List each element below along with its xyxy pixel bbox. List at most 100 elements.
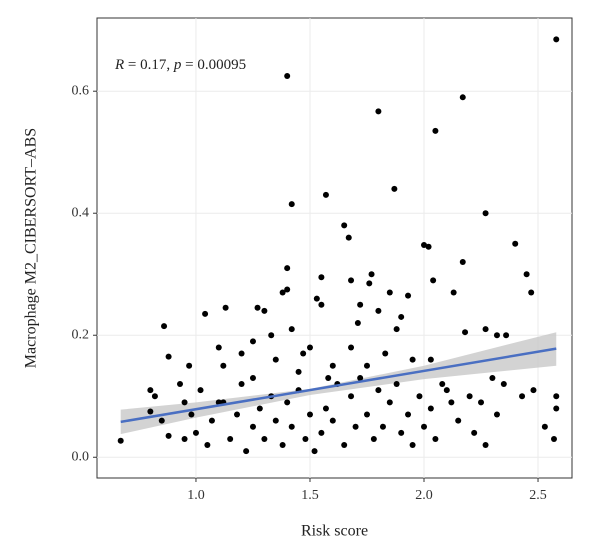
point <box>409 442 416 449</box>
point <box>249 338 256 345</box>
y-axis-label: Macrophage M2_CIBERSORT–ABS <box>23 128 40 368</box>
point <box>459 259 466 266</box>
point <box>363 362 370 369</box>
annotation: R = 0.17, p = 0.00095 <box>114 57 246 73</box>
point <box>450 289 457 296</box>
fit-line <box>120 347 557 424</box>
point <box>478 399 485 406</box>
point <box>158 417 165 424</box>
point <box>341 222 348 229</box>
point <box>348 344 355 351</box>
point <box>386 289 393 296</box>
point <box>181 399 188 406</box>
y-tick-label: 0.4 <box>72 205 90 220</box>
point <box>279 442 286 449</box>
point <box>300 350 307 357</box>
point <box>398 313 405 320</box>
point <box>393 381 400 388</box>
point <box>482 442 489 449</box>
point <box>192 429 199 436</box>
point <box>443 387 450 394</box>
point <box>161 323 168 330</box>
point <box>425 243 432 250</box>
point <box>318 274 325 281</box>
point <box>313 295 320 302</box>
point <box>272 417 279 424</box>
point <box>165 432 172 439</box>
point <box>147 387 154 394</box>
point <box>553 405 560 412</box>
point <box>375 307 382 314</box>
point <box>295 368 302 375</box>
point <box>352 423 359 430</box>
point <box>459 94 466 101</box>
point <box>284 72 291 79</box>
point <box>553 393 560 400</box>
point <box>151 393 158 400</box>
point <box>284 265 291 272</box>
point <box>493 411 500 418</box>
point <box>227 435 234 442</box>
point <box>386 399 393 406</box>
point <box>177 381 184 388</box>
point <box>363 411 370 418</box>
point <box>427 356 434 363</box>
point <box>186 362 193 369</box>
point <box>357 301 364 308</box>
point <box>482 326 489 333</box>
point <box>279 289 286 296</box>
point <box>318 429 325 436</box>
y-tick-label: 0.0 <box>72 449 90 464</box>
point <box>427 405 434 412</box>
point <box>416 393 423 400</box>
point <box>354 320 361 327</box>
point <box>409 356 416 363</box>
point <box>357 374 364 381</box>
point <box>553 36 560 43</box>
point <box>512 240 519 247</box>
point <box>379 423 386 430</box>
point <box>208 417 215 424</box>
x-tick-label: 1.5 <box>301 488 319 503</box>
point <box>345 234 352 241</box>
point <box>432 435 439 442</box>
x-tick-label: 2.0 <box>415 488 433 503</box>
point <box>462 329 469 336</box>
point <box>249 423 256 430</box>
point <box>489 374 496 381</box>
point <box>370 435 377 442</box>
point <box>243 448 250 455</box>
annotation-part: = 0.17, <box>124 57 174 73</box>
point <box>348 277 355 284</box>
point <box>439 381 446 388</box>
point <box>391 185 398 192</box>
plot-area <box>96 17 573 479</box>
point <box>261 435 268 442</box>
point <box>238 381 245 388</box>
point <box>311 448 318 455</box>
point <box>329 417 336 424</box>
point <box>325 374 332 381</box>
point <box>322 191 329 198</box>
point <box>284 286 291 293</box>
point <box>500 381 507 388</box>
point <box>268 332 275 339</box>
x-axis-label: Risk score <box>301 523 368 540</box>
annotation-part: R <box>114 57 124 73</box>
point <box>272 356 279 363</box>
point <box>341 442 348 449</box>
point <box>530 387 537 394</box>
point <box>261 307 268 314</box>
point <box>215 399 222 406</box>
y-tick-label: 0.2 <box>72 327 90 342</box>
point <box>482 210 489 217</box>
x-tick-label: 2.5 <box>529 488 547 503</box>
point <box>455 417 462 424</box>
point <box>288 201 295 208</box>
point <box>541 423 548 430</box>
point <box>421 241 428 248</box>
point <box>503 332 510 339</box>
point <box>466 393 473 400</box>
x-tick-label: 1.0 <box>187 488 205 503</box>
